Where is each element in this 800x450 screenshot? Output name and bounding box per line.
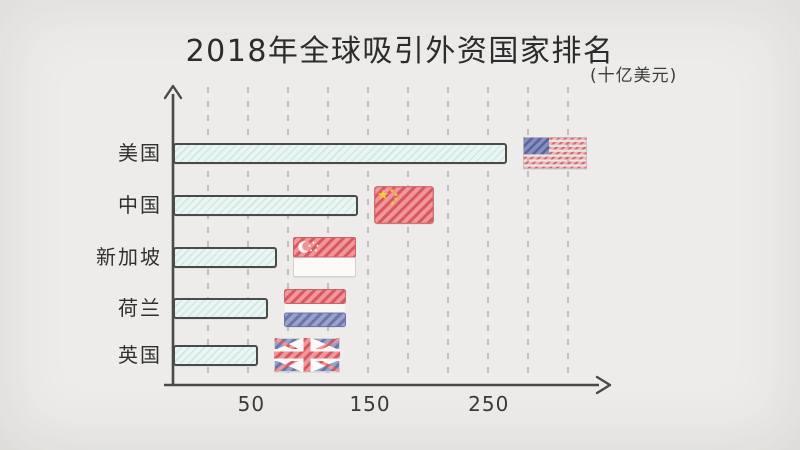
chart-title: 2018年全球吸引外资国家排名 [185, 34, 615, 69]
x-tick-label-150: 150 [349, 392, 391, 416]
bar-usa [173, 142, 507, 164]
x-tick-label-50: 50 [237, 392, 266, 416]
flag-china-icon: ★ ★ ★ ★ ★ [374, 186, 435, 224]
x-tick-label-250: 250 [468, 392, 510, 416]
svg-text:★: ★ [393, 191, 398, 198]
flag-usa-icon [522, 137, 587, 169]
svg-text:★: ★ [377, 188, 390, 204]
svg-text:★: ★ [390, 200, 395, 207]
category-label-netherlands: 荷兰 [118, 296, 162, 320]
bar-netherlands [173, 297, 268, 319]
category-label-uk: 英国 [118, 343, 162, 367]
category-label-china: 中国 [118, 193, 162, 217]
bar-uk [173, 344, 259, 366]
category-label-singapore: 新加坡 [96, 245, 162, 269]
category-label-usa: 美国 [118, 141, 162, 165]
flag-netherlands-icon [283, 289, 346, 327]
flag-uk-icon [274, 338, 341, 372]
bar-china [173, 194, 359, 216]
flag-singapore-icon [293, 237, 357, 277]
svg-text:★: ★ [389, 187, 394, 194]
bar-singapore [173, 246, 278, 268]
axis-unit-label: (十亿美元) [590, 66, 678, 86]
svg-text:★: ★ [393, 196, 398, 203]
